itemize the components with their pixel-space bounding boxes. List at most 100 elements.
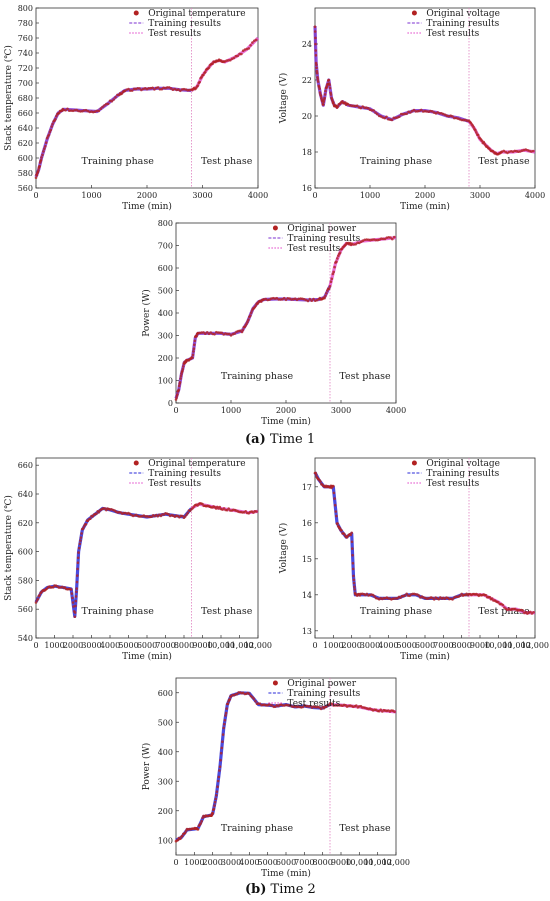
x-tick-label: 2000 [415, 191, 435, 200]
original-data-point [224, 714, 227, 717]
original-data-point [44, 145, 47, 148]
original-data-point [490, 597, 494, 600]
original-data-point [233, 332, 236, 335]
y-tick-label: 560 [18, 184, 33, 193]
original-data-point [196, 828, 200, 831]
original-data-point [220, 746, 224, 750]
original-data-point [355, 704, 358, 707]
original-data-point [77, 551, 80, 554]
legend-entry: Training results [426, 19, 499, 29]
original-data-point [193, 343, 196, 347]
x-tick-label: 7000 [433, 641, 453, 650]
x-tick-label: 4000 [386, 406, 406, 415]
original-data-point [462, 118, 465, 122]
y-tick-label: 16 [302, 519, 312, 528]
original-data-point [332, 270, 335, 274]
original-data-point [75, 590, 78, 594]
original-data-point [200, 819, 203, 823]
x-tick-label: 0 [173, 406, 178, 415]
training-phase-label: Training phase [360, 606, 433, 617]
y-tick-label: 740 [18, 49, 33, 58]
original-data-point [333, 265, 336, 269]
original-data-point [114, 96, 117, 99]
original-data-point [391, 237, 394, 241]
y-tick-label: 640 [18, 490, 33, 499]
original-data-point [78, 542, 82, 546]
original-data-point [79, 110, 82, 113]
original-data-point [166, 86, 169, 89]
original-data-point [254, 699, 257, 703]
x-tick-label: 8000 [451, 641, 471, 650]
original-data-point [57, 111, 61, 115]
y-tick-label: 600 [158, 689, 173, 698]
x-tick-label: 6000 [276, 858, 296, 867]
x-tick-label: 11,000 [226, 641, 254, 650]
original-data-point [333, 503, 337, 507]
original-data-point [308, 297, 312, 301]
original-data-point [236, 54, 239, 58]
legend-marker-original [133, 460, 139, 466]
original-data-point [376, 112, 379, 116]
x-tick-label: 1000 [44, 641, 64, 650]
original-data-point [192, 347, 196, 350]
original-data-point [227, 332, 231, 336]
y-tick-label: 500 [158, 718, 173, 727]
y-tick-label: 680 [18, 94, 33, 103]
original-data-point [328, 83, 331, 87]
original-data-point [48, 130, 52, 134]
original-data-point [319, 94, 323, 98]
legend-entry: Training results [148, 19, 221, 29]
original-data-point [227, 507, 230, 510]
y-tick-label: 400 [158, 309, 173, 318]
y-tick-label: 16 [302, 184, 312, 193]
legend-entry: Original voltage [426, 9, 500, 19]
original-data-point [181, 367, 185, 371]
original-data-point [207, 332, 211, 336]
original-data-point [110, 99, 114, 103]
original-data-point [531, 149, 535, 153]
original-data-point [218, 769, 221, 772]
original-data-point [365, 592, 369, 596]
original-data-point [68, 109, 71, 112]
legend-marker-original [133, 10, 139, 16]
caption-a: (a) Time 1 [245, 432, 315, 447]
y-tick-label: 300 [158, 332, 173, 341]
original-data-point [319, 480, 322, 483]
original-data-point [214, 797, 217, 801]
original-data-point [222, 726, 225, 730]
training-phase-label: Training phase [360, 156, 433, 167]
original-data-point [177, 88, 180, 91]
x-tick-label: 0 [33, 191, 38, 200]
x-tick-label: 4000 [100, 641, 120, 650]
original-data-point [227, 59, 230, 62]
x-tick-label: 0 [173, 858, 178, 867]
original-data-point [140, 88, 143, 92]
original-data-point [359, 106, 363, 110]
x-tick-label: 10,000 [484, 641, 512, 650]
original-data-point [75, 587, 78, 590]
test-phase-label: Test phase [201, 606, 253, 617]
original-data-point [336, 257, 339, 260]
original-data-point [97, 511, 101, 514]
original-data-point [35, 173, 39, 177]
original-data-point [306, 299, 310, 303]
y-axis-label: Voltage (V) [278, 523, 289, 574]
x-tick-label: 7000 [155, 641, 175, 650]
original-data-point [76, 556, 80, 560]
original-data-point [350, 531, 353, 535]
original-data-point [414, 110, 418, 113]
original-data-point [42, 150, 45, 153]
original-data-point [309, 704, 312, 708]
original-data-point [332, 484, 335, 488]
original-data-point [334, 510, 338, 513]
legend-entry: Training results [287, 689, 360, 699]
original-data-point [54, 117, 57, 121]
original-data-point [417, 594, 421, 597]
original-data-point [323, 296, 326, 300]
original-data-point [74, 595, 78, 598]
original-data-point [329, 93, 333, 96]
original-data-point [383, 116, 386, 120]
original-data-point [130, 89, 134, 92]
x-tick-label: 11,000 [364, 858, 392, 867]
y-tick-label: 600 [18, 154, 33, 163]
